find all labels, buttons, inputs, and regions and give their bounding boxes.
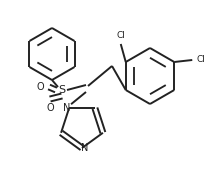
Text: O: O <box>46 103 54 113</box>
Text: N: N <box>81 143 89 153</box>
Text: N: N <box>63 103 71 113</box>
Text: Cl: Cl <box>197 56 206 64</box>
Text: Cl: Cl <box>116 31 125 40</box>
Text: S: S <box>58 85 65 95</box>
Text: O: O <box>36 82 44 92</box>
